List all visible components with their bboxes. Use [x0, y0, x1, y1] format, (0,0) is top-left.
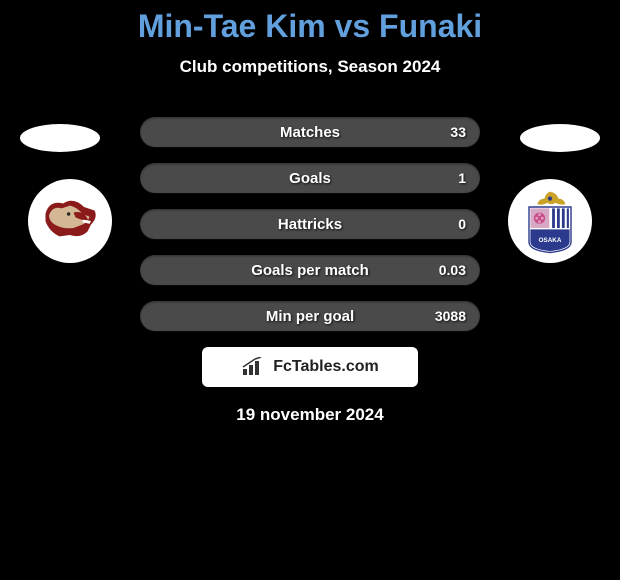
- bar-chart-icon: [241, 357, 267, 377]
- stat-row: Min per goal 3088: [140, 301, 480, 331]
- page-title: Min-Tae Kim vs Funaki: [0, 8, 620, 45]
- wolf-crest-icon: [35, 186, 105, 256]
- stat-label: Hattricks: [278, 216, 342, 233]
- stat-row: Goals per match 0.03: [140, 255, 480, 285]
- stat-row: Goals 1: [140, 163, 480, 193]
- stat-label: Goals per match: [251, 262, 369, 279]
- stats-list: Matches 33 Goals 1 Hattricks 0 Goals per…: [140, 117, 480, 331]
- stat-row: Hattricks 0: [140, 209, 480, 239]
- stat-value-right: 3088: [435, 308, 466, 324]
- player-left-flag: [20, 124, 100, 152]
- source-badge-text: FcTables.com: [273, 358, 379, 376]
- svg-text:OSAKA: OSAKA: [539, 237, 562, 244]
- stat-value-right: 0.03: [439, 262, 466, 278]
- stat-label: Goals: [289, 170, 331, 187]
- source-badge[interactable]: FcTables.com: [202, 347, 418, 387]
- subtitle: Club competitions, Season 2024: [0, 57, 620, 77]
- stat-value-right: 33: [450, 124, 466, 140]
- stat-value-right: 1: [458, 170, 466, 186]
- club-crest-icon: OSAKA: [515, 186, 585, 256]
- date-label: 19 november 2024: [0, 405, 620, 425]
- stat-row: Matches 33: [140, 117, 480, 147]
- stat-label: Matches: [280, 124, 340, 141]
- stat-value-right: 0: [458, 216, 466, 232]
- player-right-crest: OSAKA: [508, 179, 592, 263]
- player-left-crest: [28, 179, 112, 263]
- stat-label: Min per goal: [266, 308, 354, 325]
- comparison-card: Min-Tae Kim vs Funaki Club competitions,…: [0, 0, 620, 425]
- player-right-flag: [520, 124, 600, 152]
